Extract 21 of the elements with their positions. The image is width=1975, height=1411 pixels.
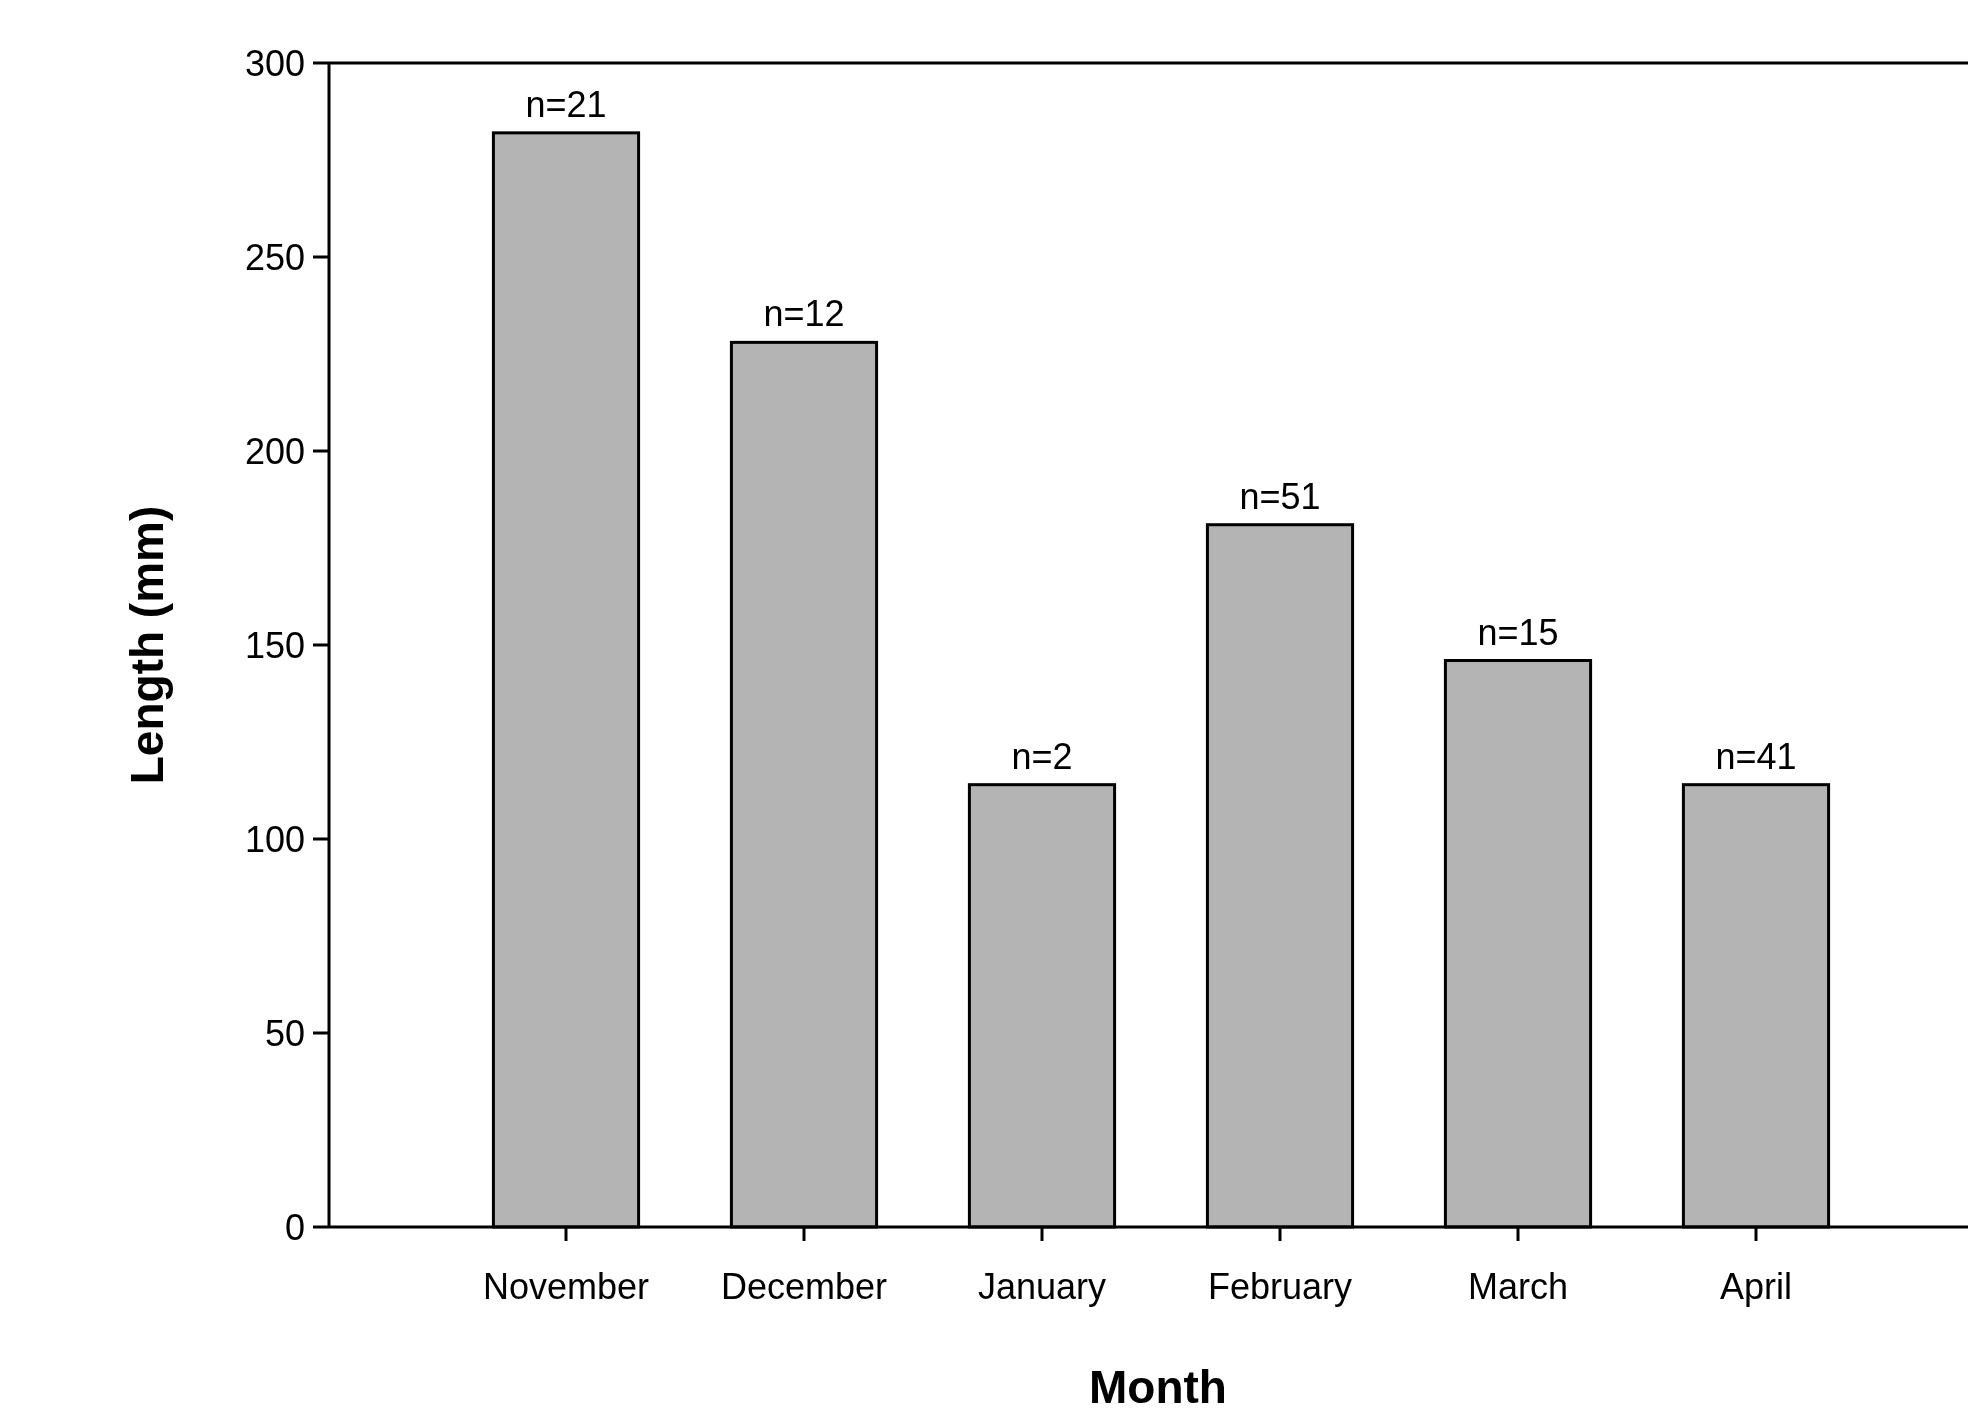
y-tick-label: 250 xyxy=(244,236,305,278)
y-tick-label: 100 xyxy=(244,818,305,860)
annotation: n=41 xyxy=(1715,735,1797,777)
y-tick-label: 0 xyxy=(284,1206,305,1248)
annotation: n=51 xyxy=(1239,475,1321,517)
x-tick-label: November xyxy=(482,1266,650,1307)
x-tick-label: March xyxy=(1467,1266,1569,1307)
y-tick-label: 50 xyxy=(264,1012,305,1054)
x-tick-label: April xyxy=(1719,1266,1793,1307)
annotation: n=15 xyxy=(1477,611,1559,653)
x-axis-title: Month xyxy=(1089,1361,1227,1411)
y-axis-title: Length (mm) xyxy=(121,505,173,785)
y-tick-label: 300 xyxy=(244,42,305,84)
x-tick-label: January xyxy=(977,1266,1107,1307)
annotation: n=21 xyxy=(525,83,607,125)
y-tick-label: 150 xyxy=(244,624,305,666)
x-tick-label: February xyxy=(1207,1266,1353,1307)
y-tick-label: 200 xyxy=(244,430,305,472)
annotation: n=2 xyxy=(1011,735,1073,777)
annotation: n=12 xyxy=(763,293,845,335)
x-tick-label: December xyxy=(720,1266,888,1307)
